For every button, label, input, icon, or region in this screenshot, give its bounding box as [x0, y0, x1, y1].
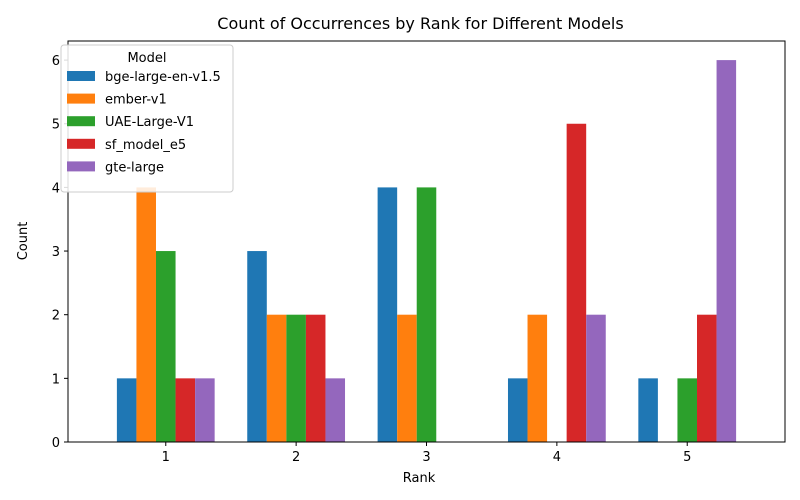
y-tick-label: 4 [52, 181, 60, 196]
bar-uae-large-v1-rank-5 [677, 378, 697, 442]
bar-uae-large-v1-rank-2 [286, 314, 306, 442]
y-tick-label: 1 [52, 372, 60, 387]
bar-sf-model-e5-rank-4 [566, 123, 587, 442]
legend-entry-label: gte-large [105, 160, 164, 175]
legend-entry-label: bge-large-en-v1.5 [105, 70, 221, 85]
bar-bge-large-en-v1-5-rank-2 [247, 251, 267, 442]
legend-swatch [67, 161, 95, 172]
bar-sf-model-e5-rank-5 [697, 314, 717, 442]
bar-sf-model-e5-rank-1 [175, 378, 196, 442]
bar-ember-v1-rank-3 [397, 314, 417, 442]
bar-bge-large-en-v1-5-rank-4 [507, 378, 528, 442]
y-tick-label: 5 [52, 118, 60, 133]
bar-ember-v1-rank-1 [136, 187, 156, 442]
bars-group [116, 60, 737, 442]
legend-entry-label: UAE-Large-V1 [105, 115, 194, 130]
legend-swatch [67, 93, 95, 104]
x-tick-label: 5 [683, 450, 691, 465]
legend: Model bge-large-en-v1.5 ember-v1 UAE-Large-… [60, 44, 234, 193]
legend-box [60, 44, 234, 193]
y-tick-label: 2 [52, 309, 60, 324]
y-tick-label: 3 [52, 245, 60, 260]
chart-title: Count of Occurrences by Rank for Differe… [217, 14, 623, 33]
legend-title: Model [127, 51, 166, 66]
y-tick-label: 6 [52, 54, 60, 69]
x-tick-label: 4 [553, 450, 561, 465]
x-tick-label: 2 [292, 450, 300, 465]
legend-swatch [67, 116, 95, 127]
bar-bge-large-en-v1-5-rank-1 [116, 378, 137, 442]
bar-bge-large-en-v1-5-rank-3 [377, 187, 398, 442]
legend-entry-label: ember-v1 [105, 93, 167, 108]
legend-swatch [67, 71, 95, 81]
bar-ember-v1-rank-4 [527, 314, 548, 442]
x-axis-ticks: 1 2 3 4 5 [162, 442, 691, 465]
x-tick-label: 1 [162, 450, 170, 465]
y-axis-label: Count [16, 222, 31, 261]
bar-gte-large-rank-5 [716, 60, 737, 442]
bar-uae-large-v1-rank-3 [416, 187, 437, 442]
legend-swatch [67, 138, 95, 149]
y-tick-label: 0 [52, 436, 60, 451]
bar-gte-large-rank-2 [325, 378, 346, 442]
bar-bge-large-en-v1-5-rank-5 [638, 378, 658, 442]
plot-frame [67, 40, 786, 443]
bar-uae-large-v1-rank-1 [156, 251, 176, 442]
bar-ember-v1-rank-2 [266, 314, 287, 442]
x-tick-label: 3 [422, 450, 430, 465]
bar-gte-large-rank-4 [586, 314, 606, 442]
bar-gte-large-rank-1 [195, 378, 215, 442]
x-axis-label: Rank [403, 471, 436, 486]
bar-sf-model-e5-rank-2 [305, 314, 326, 442]
legend-entry-label: sf_model_e5 [105, 138, 186, 153]
